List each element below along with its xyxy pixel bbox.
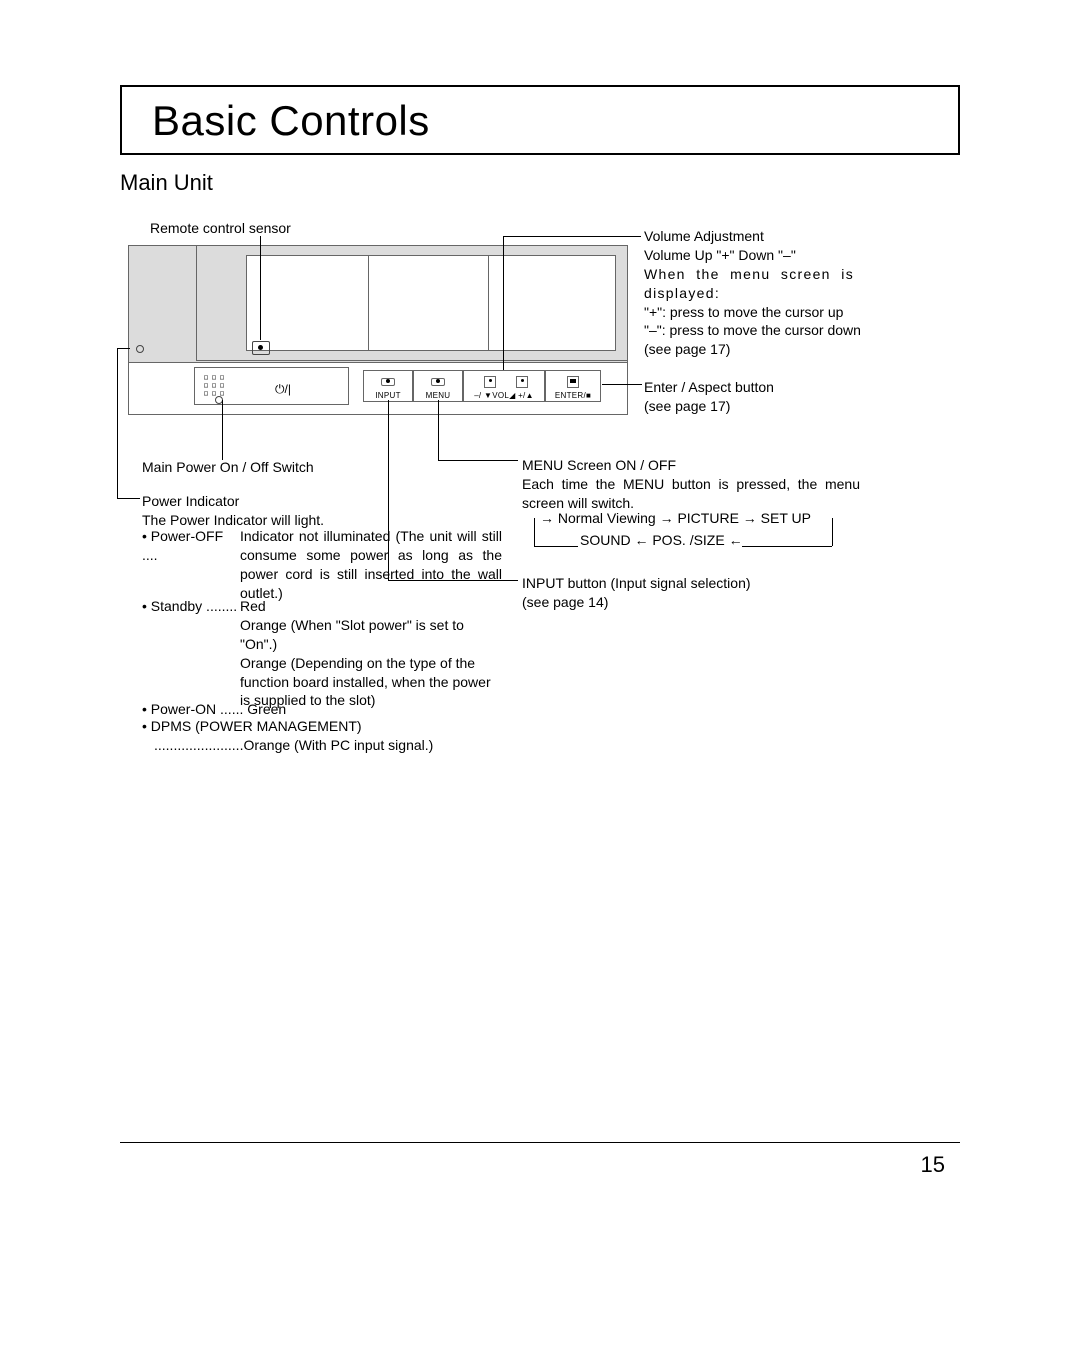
arrow-left-icon: ← bbox=[634, 532, 648, 548]
leader-line bbox=[438, 460, 518, 461]
power-symbol-icon: ⏻/| bbox=[275, 382, 291, 397]
leader-line bbox=[117, 348, 118, 498]
arrow-right-icon: → bbox=[660, 510, 674, 526]
label-power-indicator-block: Power Indicator The Power Indicator will… bbox=[142, 492, 502, 530]
input-button[interactable]: INPUT bbox=[363, 370, 413, 402]
button-dot-icon bbox=[489, 379, 492, 382]
volume-line1: Volume Up "+" Down "–" bbox=[644, 247, 796, 263]
menu-line1: Each time the MENU button is pressed, th… bbox=[522, 475, 860, 513]
label-volume: Volume Adjustment Volume Up "+" Down "–"… bbox=[644, 227, 864, 359]
button-dot-icon bbox=[521, 379, 524, 382]
vol-up-icon bbox=[516, 376, 528, 388]
flow-bracket bbox=[534, 518, 535, 546]
standby-label: • Standby ........ bbox=[142, 597, 240, 710]
label-menu-block: MENU Screen ON / OFF Each time the MENU … bbox=[522, 456, 862, 513]
power-off-label: • Power-OFF .... bbox=[142, 527, 240, 603]
enter-title: Enter / Aspect button bbox=[644, 379, 774, 395]
dpms-text: .......................Orange (With PC i… bbox=[154, 737, 433, 753]
menu-flow-box: → Normal Viewing → PICTURE → SET UP SOUN… bbox=[530, 510, 850, 555]
manual-page: Basic Controls Main Unit Remote control … bbox=[0, 0, 1080, 1353]
flow-bracket bbox=[534, 546, 578, 547]
flow-bracket bbox=[832, 518, 833, 546]
label-power-off: • Power-OFF .... Indicator not illuminat… bbox=[142, 527, 502, 603]
input-line1: (see page 14) bbox=[522, 594, 608, 610]
volume-title: Volume Adjustment bbox=[644, 228, 764, 244]
remote-sensor-icon bbox=[252, 341, 270, 355]
unit-diagram: ▫▫▫▫▫▫▫▫▫ ⏻/| INPUT MENU –/ ▼VOL◢ +/▲ bbox=[128, 245, 628, 415]
volume-line5: (see page 17) bbox=[644, 341, 730, 357]
menu-button-label: MENU bbox=[414, 391, 462, 400]
leader-line bbox=[438, 400, 439, 460]
label-main-power: Main Power On / Off Switch bbox=[142, 458, 314, 477]
label-input-block: INPUT button (Input signal selection) (s… bbox=[522, 574, 862, 612]
footer-rule bbox=[120, 1142, 960, 1143]
leader-line bbox=[602, 384, 642, 385]
section-subtitle: Main Unit bbox=[120, 170, 213, 196]
flow-bracket bbox=[742, 546, 832, 547]
vol-down-icon bbox=[484, 376, 496, 388]
dpms-label: • DPMS (POWER MANAGEMENT) bbox=[142, 718, 362, 734]
power-indicator-title: Power Indicator bbox=[142, 493, 239, 509]
standby-text1: Red bbox=[240, 598, 266, 614]
power-on-label: • Power-ON ...... bbox=[142, 701, 243, 717]
volume-line2: When the menu screen is displayed: bbox=[644, 265, 854, 303]
menu-title: MENU Screen ON / OFF bbox=[522, 457, 676, 473]
diagram-divider-1 bbox=[368, 255, 369, 351]
volume-line3: "+": press to move the cursor up bbox=[644, 304, 843, 320]
leader-line bbox=[503, 236, 504, 370]
label-dpms: • DPMS (POWER MANAGEMENT) ..............… bbox=[142, 717, 502, 755]
label-standby: • Standby ........ Red Orange (When "Slo… bbox=[142, 597, 502, 710]
vent-icon: ▫▫▫▫▫▫▫▫▫ bbox=[203, 374, 227, 398]
enter-button-label: ENTER/■ bbox=[546, 391, 600, 400]
flow-top-row: → Normal Viewing → PICTURE → SET UP bbox=[540, 510, 840, 526]
button-dot-icon bbox=[436, 379, 440, 383]
power-indicator-sub: The Power Indicator will light. bbox=[142, 512, 324, 528]
arrow-right-icon: → bbox=[540, 510, 554, 526]
enter-line1: (see page 17) bbox=[644, 398, 730, 414]
diagram-inner-white bbox=[246, 255, 616, 351]
title-box: Basic Controls bbox=[120, 85, 960, 155]
standby-text2: Orange (When "Slot power" is set to "On"… bbox=[240, 617, 464, 652]
page-number: 15 bbox=[921, 1152, 945, 1178]
power-on-text: Green bbox=[247, 701, 286, 717]
leader-line bbox=[222, 400, 223, 460]
flow-bottom-row: SOUND ← POS. /SIZE ← bbox=[580, 532, 743, 548]
vol-button-label: –/ ▼VOL◢ +/▲ bbox=[464, 391, 544, 400]
menu-button[interactable]: MENU bbox=[413, 370, 463, 402]
input-button-label: INPUT bbox=[364, 391, 412, 400]
volume-line4: "–": press to move the cursor down bbox=[644, 322, 861, 338]
page-title: Basic Controls bbox=[152, 97, 958, 145]
input-title: INPUT button (Input signal selection) bbox=[522, 575, 751, 591]
leader-line bbox=[503, 236, 641, 237]
power-off-text: Indicator not illuminated (The unit will… bbox=[240, 527, 502, 603]
enter-button[interactable]: ENTER/■ bbox=[545, 370, 601, 402]
label-enter: Enter / Aspect button (see page 17) bbox=[644, 378, 774, 416]
leader-line bbox=[117, 498, 140, 499]
power-indicator-icon bbox=[136, 345, 144, 353]
vol-button[interactable]: –/ ▼VOL◢ +/▲ bbox=[463, 370, 545, 402]
button-dot-icon bbox=[386, 379, 390, 383]
leader-line bbox=[117, 348, 130, 349]
leader-line bbox=[260, 236, 261, 340]
diagram-divider-2 bbox=[488, 255, 489, 351]
diagram-lower-left-box: ▫▫▫▫▫▫▫▫▫ ⏻/| bbox=[194, 367, 349, 405]
arrow-right-icon: → bbox=[743, 510, 757, 526]
label-remote-sensor: Remote control sensor bbox=[150, 219, 291, 238]
enter-dash-icon bbox=[570, 379, 576, 383]
arrow-left-icon: ← bbox=[729, 532, 743, 548]
